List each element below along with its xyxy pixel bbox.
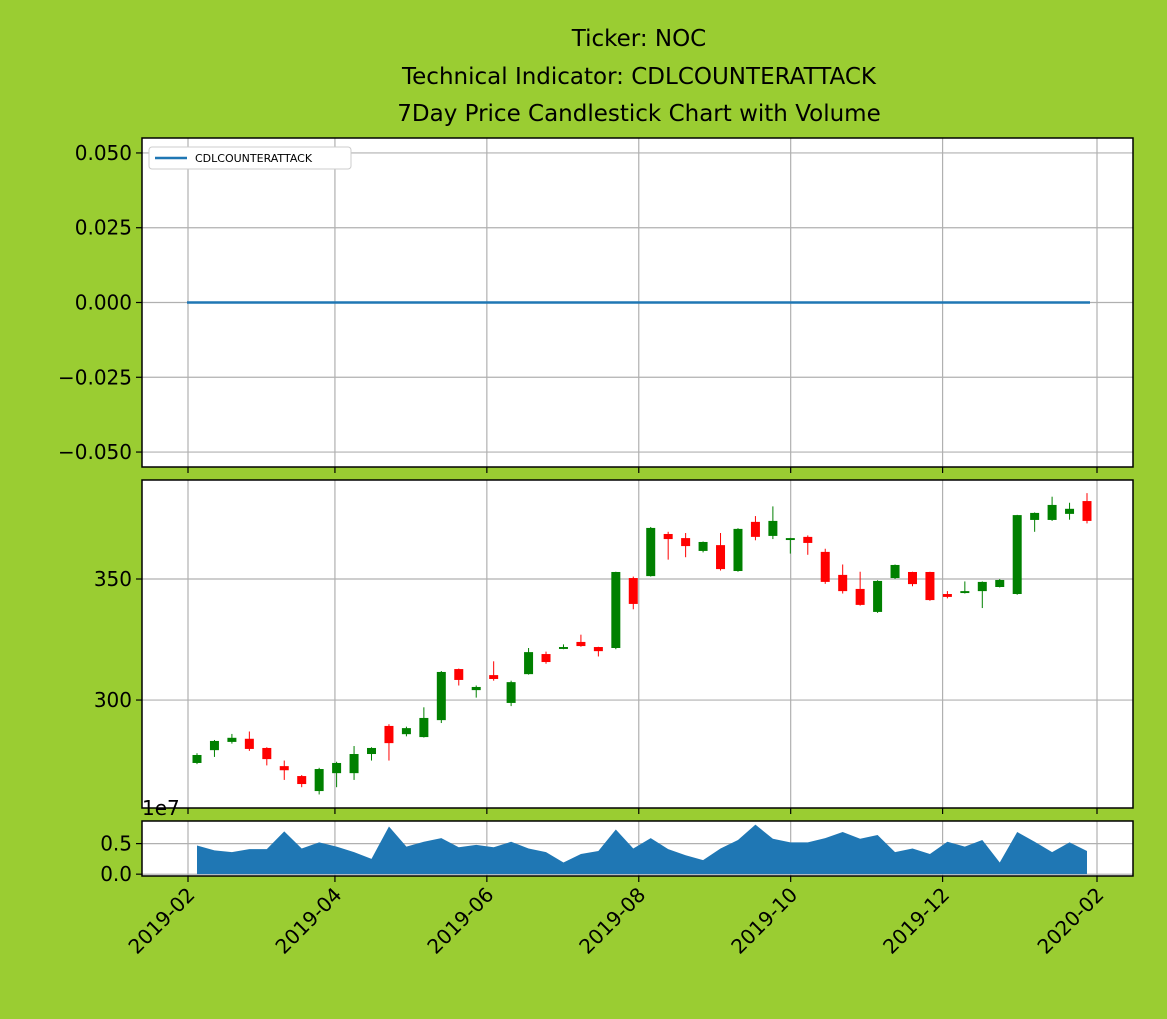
legend-label: CDLCOUNTERATTACK xyxy=(195,152,313,165)
y-tick-label: 300 xyxy=(94,688,132,712)
candle-body xyxy=(489,675,499,679)
title-line: 7Day Price Candlestick Chart with Volume xyxy=(397,101,880,127)
candle-body xyxy=(1082,501,1092,521)
candle-body xyxy=(733,528,743,572)
candle-body xyxy=(541,654,551,663)
candle-body xyxy=(960,591,970,594)
candle-body xyxy=(681,538,691,547)
y-tick-label: 0.0 xyxy=(100,862,132,886)
candle-body xyxy=(419,717,429,738)
volume-area xyxy=(197,824,1087,875)
plot-frame xyxy=(141,479,1134,809)
offset-label: 1e7 xyxy=(142,796,180,820)
candle-body xyxy=(279,766,289,771)
candle-body xyxy=(332,762,342,774)
y-tick-label: 0.5 xyxy=(100,832,132,856)
candle-body xyxy=(646,527,656,577)
candle-body xyxy=(262,747,272,760)
candle-body xyxy=(314,769,324,792)
candle-body xyxy=(244,738,254,749)
candle-body xyxy=(1047,504,1057,520)
candle-body xyxy=(855,588,865,605)
candle-body xyxy=(628,578,638,604)
candle-body xyxy=(663,533,673,540)
plot-area xyxy=(142,480,1133,808)
candle-body xyxy=(750,521,760,537)
y-tick-label: 0.000 xyxy=(75,291,132,315)
title-line: Ticker: NOC xyxy=(571,26,707,52)
candle-body xyxy=(1030,512,1040,520)
candle-body xyxy=(803,536,813,543)
candle-body xyxy=(401,728,411,735)
candle-body xyxy=(942,594,952,597)
y-tick-label: −0.025 xyxy=(58,365,132,389)
title-line: Technical Indicator: CDLCOUNTERATTACK xyxy=(401,64,877,90)
candle-body xyxy=(977,581,987,592)
candle-body xyxy=(925,571,935,601)
candle-body xyxy=(471,686,481,691)
candle-body xyxy=(192,754,202,763)
candle-body xyxy=(209,740,219,751)
candle-body xyxy=(995,579,1005,587)
candle-body xyxy=(768,520,778,536)
candle-body xyxy=(820,551,830,582)
candle-body xyxy=(349,754,359,774)
plot-frame xyxy=(141,820,1134,877)
candle-body xyxy=(907,571,917,585)
candle-body xyxy=(611,571,621,648)
candle-body xyxy=(698,541,708,551)
candle-body xyxy=(890,564,900,579)
candle-body xyxy=(558,647,568,649)
candle-body xyxy=(1012,515,1022,595)
plot-frame xyxy=(141,137,1134,468)
y-tick-label: −0.050 xyxy=(58,440,132,464)
candle-body xyxy=(838,574,848,592)
candle-body xyxy=(454,669,464,680)
y-tick-label: 0.050 xyxy=(75,141,132,165)
candle-body xyxy=(873,580,883,612)
candle-body xyxy=(506,682,516,703)
y-tick-label: 350 xyxy=(94,567,132,591)
candle-body xyxy=(297,776,307,785)
candle-body xyxy=(367,747,377,755)
candle-body xyxy=(593,647,603,652)
y-tick-label: 0.025 xyxy=(75,216,132,240)
candle-body xyxy=(384,725,394,744)
candle-body xyxy=(785,538,795,541)
candle-body xyxy=(1065,508,1075,514)
candle-body xyxy=(524,652,534,675)
candle-body xyxy=(576,641,586,647)
plots: −0.050 −0.025 0.000 0.025 0.050 CDLCOUNTERATT… xyxy=(58,137,1134,959)
candle-body xyxy=(436,671,446,721)
candle-body xyxy=(227,737,237,742)
legend-box xyxy=(148,146,352,170)
candle-body xyxy=(716,545,726,570)
